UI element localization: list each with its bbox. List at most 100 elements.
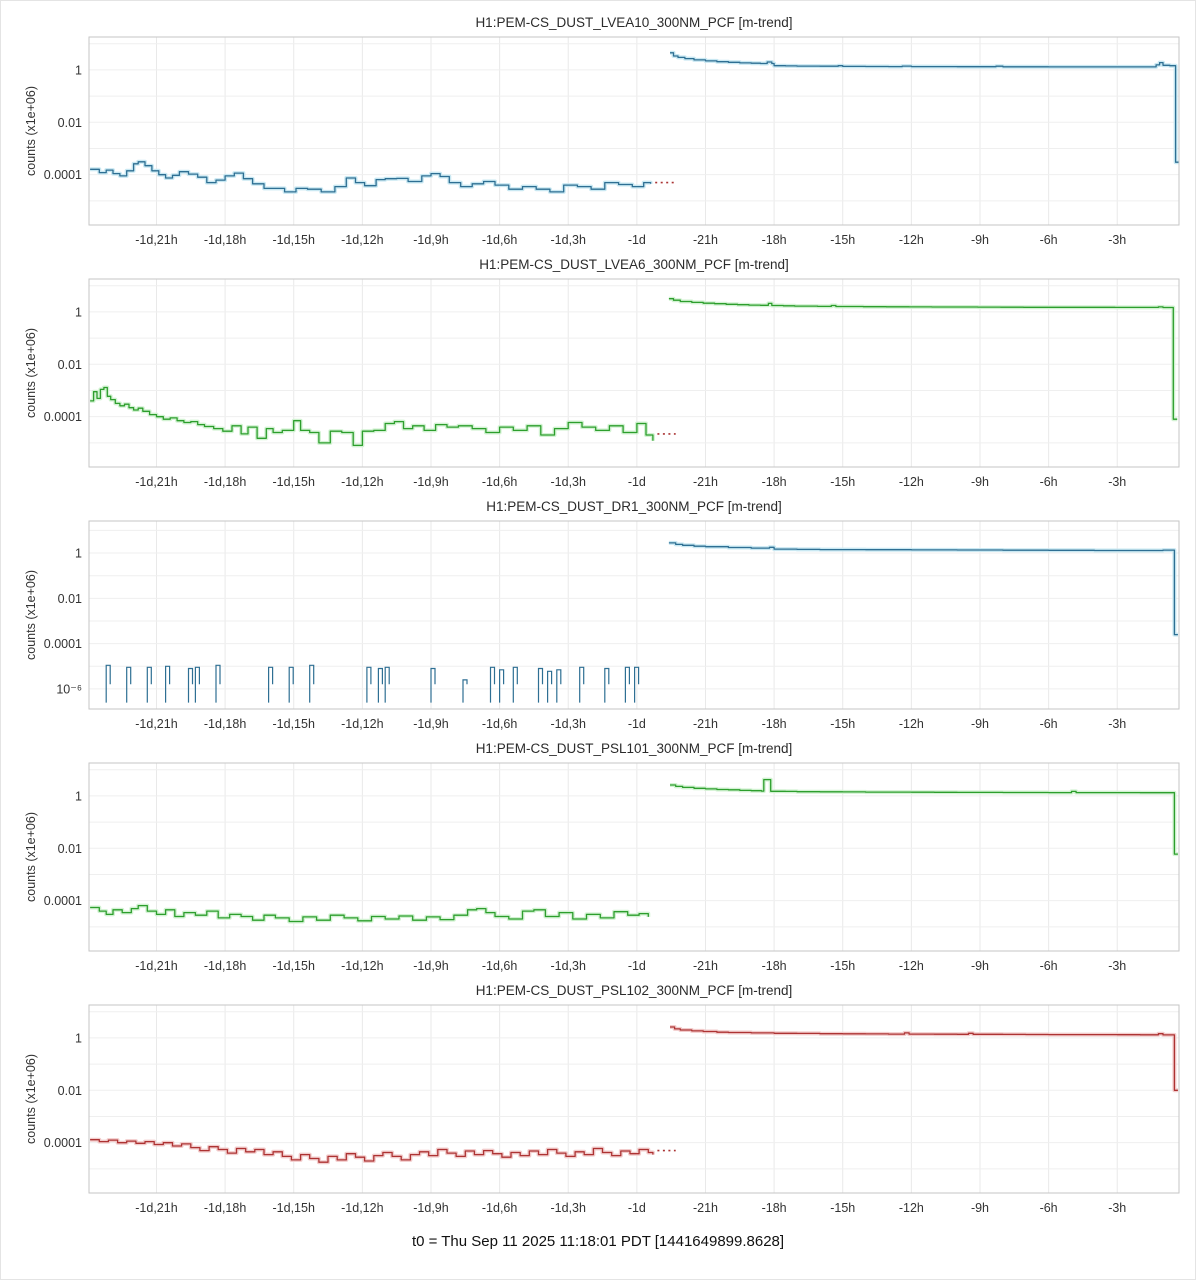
svg-text:-1d,12h: -1d,12h <box>341 475 383 489</box>
svg-text:-1d,21h: -1d,21h <box>135 1201 177 1215</box>
svg-text:-21h: -21h <box>693 717 718 731</box>
svg-text:-9h: -9h <box>971 1201 989 1215</box>
svg-text:-1d,18h: -1d,18h <box>204 959 246 973</box>
pulse-trace <box>268 666 274 703</box>
svg-text:-1d: -1d <box>628 717 646 731</box>
minmax-band <box>670 1025 1178 1093</box>
x-tick-labels: -1d,21h -1d,18h -1d,15h -1d,12h -1d,9h -1d,6h… <box>135 233 1126 247</box>
svg-text:-1d,9h: -1d,9h <box>413 959 448 973</box>
pulse-trace <box>126 666 132 703</box>
svg-text:-1d,15h: -1d,15h <box>273 475 315 489</box>
t0-label: t0 = Thu Sep 11 2025 11:18:01 PDT [14416… <box>411 1233 785 1250</box>
pulse-trace <box>194 666 200 703</box>
svg-text:-1d,18h: -1d,18h <box>204 717 246 731</box>
pulse-trace <box>556 669 562 703</box>
svg-text:-1d: -1d <box>628 233 646 247</box>
svg-text:-1d,12h: -1d,12h <box>341 233 383 247</box>
chart-title: H1:PEM-CS_DUST_PSL102_300NM_PCF [m-trend… <box>475 983 793 998</box>
svg-text:0.01: 0.01 <box>58 1084 82 1098</box>
y-axis-label: counts (x1e+06) <box>24 86 38 176</box>
svg-text:0.01: 0.01 <box>58 358 82 372</box>
series-group <box>105 540 1178 703</box>
svg-text:-18h: -18h <box>762 1201 787 1215</box>
svg-text:1: 1 <box>75 305 82 319</box>
svg-text:-1d,3h: -1d,3h <box>551 233 586 247</box>
minmax-band <box>668 296 1178 422</box>
svg-text:-9h: -9h <box>971 475 989 489</box>
y-tick-labels: 1 0.01 0.0001 <box>44 63 82 182</box>
svg-text:10⁻⁶: 10⁻⁶ <box>56 682 82 696</box>
trend-line <box>670 778 1178 855</box>
svg-text:-3h: -3h <box>1108 959 1126 973</box>
series-group <box>90 50 1179 194</box>
chart-title: H1:PEM-CS_DUST_LVEA6_300NM_PCF [m-trend] <box>479 257 789 272</box>
y-axis-label: counts (x1e+06) <box>24 1054 38 1144</box>
svg-text:-12h: -12h <box>899 1201 924 1215</box>
svg-text:-1d,12h: -1d,12h <box>341 717 383 731</box>
minmax-band <box>90 159 653 194</box>
svg-text:-1d,21h: -1d,21h <box>135 959 177 973</box>
x-tick-labels: -1d,21h -1d,18h -1d,15h -1d,12h -1d,9h -1d,6h… <box>135 717 1126 731</box>
pulse-trace <box>430 667 436 703</box>
chart-panel: H1:PEM-CS_DUST_LVEA10_300NM_PCF [m-trend… <box>1 13 1195 251</box>
svg-text:0.0001: 0.0001 <box>44 410 82 424</box>
svg-text:0.0001: 0.0001 <box>44 637 82 651</box>
svg-text:-15h: -15h <box>830 1201 855 1215</box>
svg-text:-1d,12h: -1d,12h <box>341 1201 383 1215</box>
svg-text:-3h: -3h <box>1108 1201 1126 1215</box>
svg-text:-15h: -15h <box>830 717 855 731</box>
svg-text:-1d,18h: -1d,18h <box>204 475 246 489</box>
chart-panel: H1:PEM-CS_DUST_LVEA6_300NM_PCF [m-trend]… <box>1 255 1195 493</box>
grid <box>89 763 1179 951</box>
svg-text:-18h: -18h <box>762 717 787 731</box>
trend-line <box>90 386 654 447</box>
plot-border <box>88 762 1180 952</box>
trend-line <box>670 52 1179 163</box>
chart-title: H1:PEM-CS_DUST_DR1_300NM_PCF [m-trend] <box>486 499 782 514</box>
svg-text:-9h: -9h <box>971 959 989 973</box>
svg-text:-1d: -1d <box>628 959 646 973</box>
pulse-trace <box>462 679 468 703</box>
trend-line <box>668 298 1178 420</box>
svg-text:-1d,15h: -1d,15h <box>273 1201 315 1215</box>
svg-text:1: 1 <box>75 1031 82 1045</box>
pulse-trace <box>537 667 544 703</box>
svg-text:-1d,12h: -1d,12h <box>341 959 383 973</box>
svg-text:-1d,18h: -1d,18h <box>204 233 246 247</box>
svg-text:-1d,3h: -1d,3h <box>551 1201 586 1215</box>
svg-text:-6h: -6h <box>1040 475 1058 489</box>
pulse-trace <box>604 667 610 703</box>
chart-title: H1:PEM-CS_DUST_PSL101_300NM_PCF [m-trend… <box>475 741 793 756</box>
y-axis-label: counts (x1e+06) <box>24 812 38 902</box>
chart-plot: -1d,21h -1d,18h -1d,15h -1d,12h -1d,9h -1d,6h… <box>24 520 1180 731</box>
plot-border <box>88 278 1180 468</box>
svg-text:-12h: -12h <box>899 717 924 731</box>
svg-text:-1d,6h: -1d,6h <box>482 1201 517 1215</box>
plot-border <box>88 520 1180 710</box>
svg-text:-15h: -15h <box>830 233 855 247</box>
x-tick-labels: -1d,21h -1d,18h -1d,15h -1d,12h -1d,9h -1d,6h… <box>135 1201 1126 1215</box>
svg-text:-1d,9h: -1d,9h <box>413 1201 448 1215</box>
svg-text:-1d,15h: -1d,15h <box>273 717 315 731</box>
trend-line <box>90 1139 654 1163</box>
svg-text:-1d: -1d <box>628 1201 646 1215</box>
grid <box>89 1005 1179 1193</box>
svg-text:0.01: 0.01 <box>58 592 82 606</box>
pulse-trace <box>624 666 630 703</box>
svg-text:-1d,21h: -1d,21h <box>135 717 177 731</box>
chart-panel: H1:PEM-CS_DUST_DR1_300NM_PCF [m-trend] -… <box>1 497 1195 735</box>
pulse-trace <box>547 670 553 703</box>
svg-text:-1d,15h: -1d,15h <box>273 959 315 973</box>
svg-text:-1d,18h: -1d,18h <box>204 1201 246 1215</box>
svg-text:-1d,9h: -1d,9h <box>413 717 448 731</box>
svg-text:1: 1 <box>75 547 82 561</box>
trend-line <box>90 161 652 193</box>
svg-text:-9h: -9h <box>971 717 989 731</box>
pulse-trace <box>105 664 111 703</box>
chart-plot: -1d,21h -1d,18h -1d,15h -1d,12h -1d,9h -1d,6h… <box>24 1004 1180 1215</box>
minmax-band <box>670 50 1179 165</box>
pulse-trace <box>165 665 171 703</box>
y-tick-labels: 1 0.01 0.0001 10⁻⁶ <box>44 547 82 697</box>
chart-panel: H1:PEM-CS_DUST_PSL102_300NM_PCF [m-trend… <box>1 981 1195 1219</box>
svg-text:-1d,9h: -1d,9h <box>413 475 448 489</box>
